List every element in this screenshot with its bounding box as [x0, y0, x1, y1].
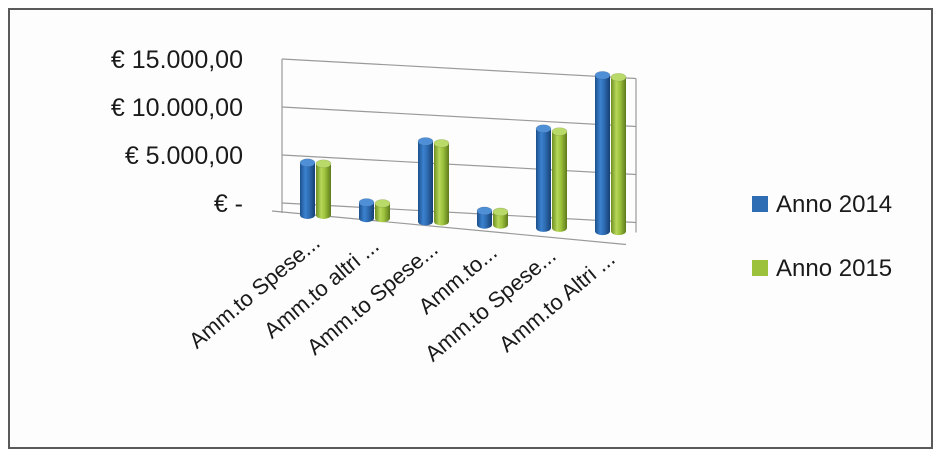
gridline-3 — [281, 58, 637, 80]
y-tick-label: € - — [214, 190, 243, 218]
bar-anno-2014-1 — [358, 198, 375, 223]
gridline-2 — [281, 106, 637, 128]
bar-anno-2014-5 — [594, 71, 611, 236]
y-tick-labels: € - € 5.000,00 € 10.000,00 € 15.000,00 — [111, 46, 243, 218]
y-tick-label: € 15.000,00 — [111, 46, 243, 74]
bar-anno-2015-2 — [433, 139, 450, 226]
bar-anno-2015-4 — [551, 127, 568, 232]
legend-label: Anno 2014 — [776, 191, 892, 218]
y-tick-label: € 5.000,00 — [125, 142, 243, 170]
chart-frame — [8, 8, 933, 449]
bar-anno-2015-3 — [492, 207, 509, 229]
y-tick-label: € 10.000,00 — [111, 94, 243, 122]
legend: Anno 2014 Anno 2015 — [752, 191, 892, 282]
gridline-0 — [281, 202, 637, 224]
x-tick-labels: Amm.to Spese...Amm.to altri ...Amm.to Sp… — [184, 230, 620, 367]
bar-anno-2015-5 — [610, 72, 627, 236]
bars — [299, 71, 627, 236]
bar-anno-2014-0 — [299, 158, 316, 219]
gridlines — [271, 58, 637, 246]
legend-label: Anno 2015 — [776, 255, 892, 282]
bar-anno-2014-3 — [476, 206, 493, 229]
axis-floor-front — [271, 210, 627, 246]
gridline-1 — [281, 154, 637, 176]
legend-item: Anno 2014 — [752, 191, 892, 218]
bar-anno-2015-0 — [315, 159, 332, 219]
bar-anno-2015-1 — [374, 199, 391, 223]
legend-swatch — [752, 260, 768, 276]
bar-anno-2014-4 — [535, 124, 552, 232]
legend-item: Anno 2015 — [752, 255, 892, 282]
bar-anno-2014-2 — [417, 137, 434, 226]
legend-swatch — [752, 196, 768, 212]
